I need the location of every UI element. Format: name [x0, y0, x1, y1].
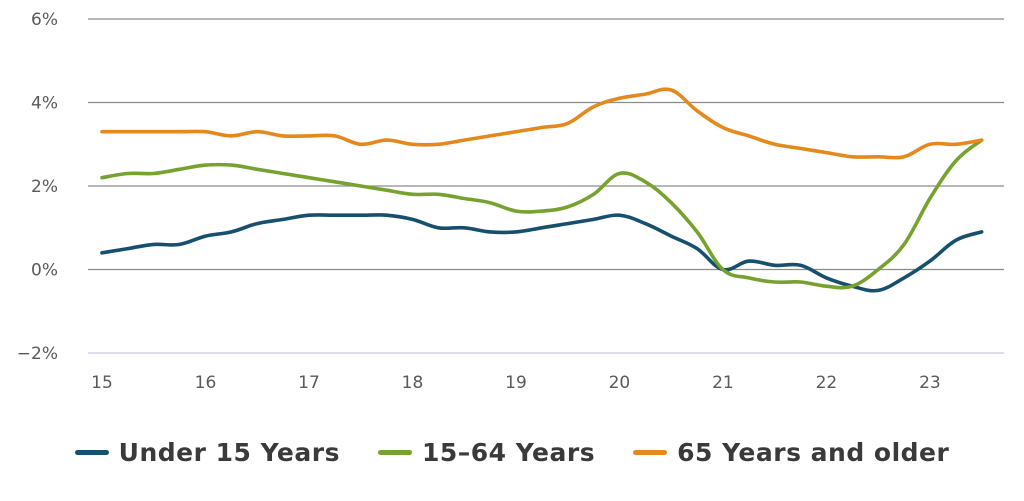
x-tick-label: 21 [712, 373, 734, 393]
legend-label: 65 Years and older [677, 437, 950, 467]
x-tick-label: 22 [816, 373, 838, 393]
y-axis-ticks: 6% 4% 2% 0% −2% [17, 10, 58, 364]
x-axis-ticks: 15 16 17 18 19 20 21 22 23 [91, 373, 941, 393]
x-tick-label: 18 [402, 373, 424, 393]
legend-item-under-15[interactable]: Under 15 Years [74, 437, 340, 467]
series-line-under-15-years [100, 213, 984, 293]
series-line-15-64-years [100, 138, 984, 290]
x-tick-label: 16 [195, 373, 217, 393]
y-tick-label: 6% [31, 10, 58, 30]
y-tick-label: 2% [31, 177, 58, 197]
x-tick-label: 15 [91, 373, 113, 393]
series-lines [100, 87, 984, 293]
legend-swatch [633, 449, 668, 455]
grid-lines [88, 18, 1004, 354]
legend-swatch [74, 449, 109, 455]
legend-item-15-64[interactable]: 15–64 Years [377, 437, 596, 467]
series-line-65-years-and-older [100, 87, 984, 160]
legend: Under 15 Years 15–64 Years 65 Years and … [0, 432, 1024, 472]
y-tick-label: 4% [31, 94, 58, 114]
x-tick-label: 17 [298, 373, 320, 393]
y-tick-label: 0% [31, 261, 58, 281]
legend-swatch [377, 449, 412, 455]
legend-label: 15–64 Years [421, 437, 596, 467]
x-tick-label: 23 [919, 373, 941, 393]
x-tick-label: 20 [609, 373, 631, 393]
legend-item-65-and-older[interactable]: 65 Years and older [633, 438, 949, 467]
legend-label: Under 15 Years [118, 437, 340, 467]
x-tick-label: 19 [505, 373, 527, 393]
y-tick-label: −2% [17, 344, 58, 364]
